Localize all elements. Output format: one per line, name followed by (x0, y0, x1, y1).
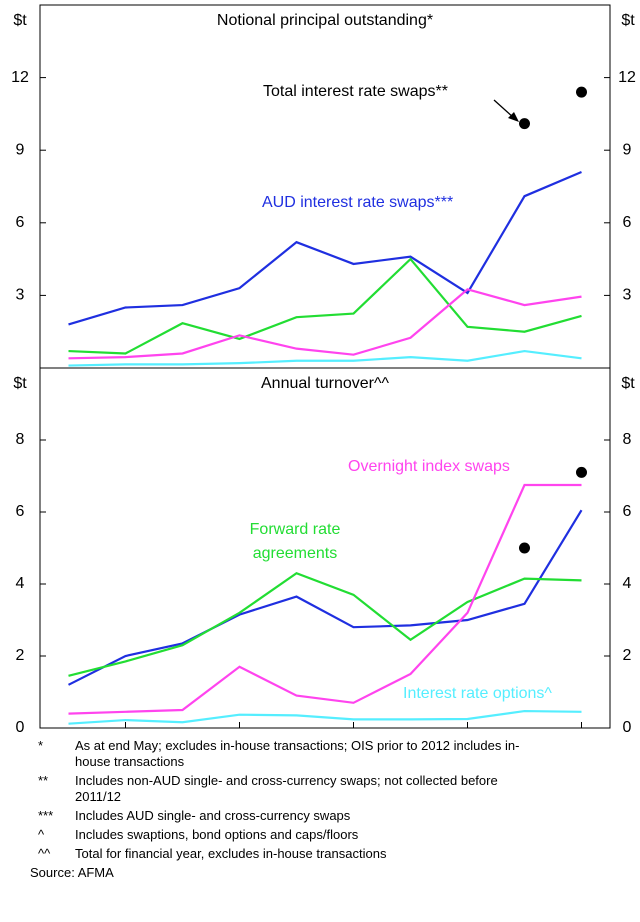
y-tick-label: 8 (16, 431, 25, 448)
marker (519, 542, 530, 554)
footnote-text: Includes AUD single- and cross-currency … (75, 808, 351, 823)
line (68, 257, 582, 355)
arrow (493, 99, 515, 119)
plot-frame (39, 4, 611, 369)
y2-tick-label: 6 (623, 214, 632, 231)
source: Source: AFMA (30, 865, 114, 880)
line (68, 571, 582, 677)
line (68, 509, 583, 686)
y2-tick-label: 4 (623, 575, 632, 592)
y-tick-label: 3 (16, 287, 25, 304)
plot-frame (39, 367, 611, 729)
series-label: Interest rate options^ (403, 685, 552, 702)
footnote: ** Includes non-AUD single- and cross-cur… (38, 773, 598, 805)
footnote-text: As at end May; excludes in-house transac… (75, 738, 520, 769)
y2-tick-label: 2 (623, 647, 632, 664)
y-tick-label: 9 (16, 141, 25, 158)
footnote: ^ Includes swaptions, bond options and ca… (38, 827, 598, 843)
y-tick-label: 6 (16, 214, 25, 231)
footnote-marker: ^^ (38, 846, 51, 861)
series-label: Forward rate agreements (249, 521, 341, 562)
footnote: * As at end May; excludes in-house transa… (38, 738, 598, 770)
series-label: Total interest rate swaps** (263, 83, 448, 100)
footnote-marker: *** (38, 808, 54, 823)
line (68, 349, 582, 367)
footnote-text: Includes non-AUD single- and cross-curre… (75, 773, 498, 804)
footnote: *** Includes AUD single- and cross-curren… (38, 808, 598, 824)
y2-tick-label: 8 (623, 431, 632, 448)
footnote-marker: * (38, 738, 44, 753)
footnote-text: Total for financial year, excludes in-ho… (75, 846, 387, 861)
y-unit: $t (13, 375, 27, 392)
marker (576, 466, 587, 478)
y2-tick-label: 6 (623, 503, 632, 520)
line (68, 483, 582, 715)
arrow-head (508, 112, 519, 122)
y-tick-label: 4 (16, 575, 25, 592)
panel-title: Notional principal outstanding* (217, 12, 433, 29)
line (68, 709, 582, 725)
footnote-marker: ^ (38, 827, 45, 842)
y-tick-label: 6 (16, 503, 25, 520)
footnote-marker: ** (38, 773, 49, 788)
marker (576, 86, 587, 98)
line (68, 288, 582, 360)
y-tick-label: 0 (16, 719, 25, 736)
y2-tick-label: 9 (623, 141, 632, 158)
y-tick-label: 12 (11, 69, 29, 86)
y2-unit: $t (621, 375, 635, 392)
y2-tick-label: 0 (623, 719, 632, 736)
panel-title: Annual turnover^^ (261, 375, 389, 392)
footnote-text: Includes swaptions, bond options and cap… (75, 827, 359, 842)
y-tick-label: 2 (16, 647, 25, 664)
y2-tick-label: 3 (623, 287, 632, 304)
series-label: Overnight index swaps (348, 458, 510, 475)
footnote: ^^ Total for financial year, excludes in-… (38, 846, 598, 862)
marker (519, 118, 530, 130)
line (68, 170, 582, 326)
series-label: AUD interest rate swaps*** (262, 194, 454, 211)
y2-unit: $t (621, 12, 635, 29)
y-unit: $t (13, 12, 27, 29)
y2-tick-label: 12 (618, 69, 636, 86)
chart: Notional principal outstanding* $t $t 3 3 6 6 9… (11, 4, 636, 755)
